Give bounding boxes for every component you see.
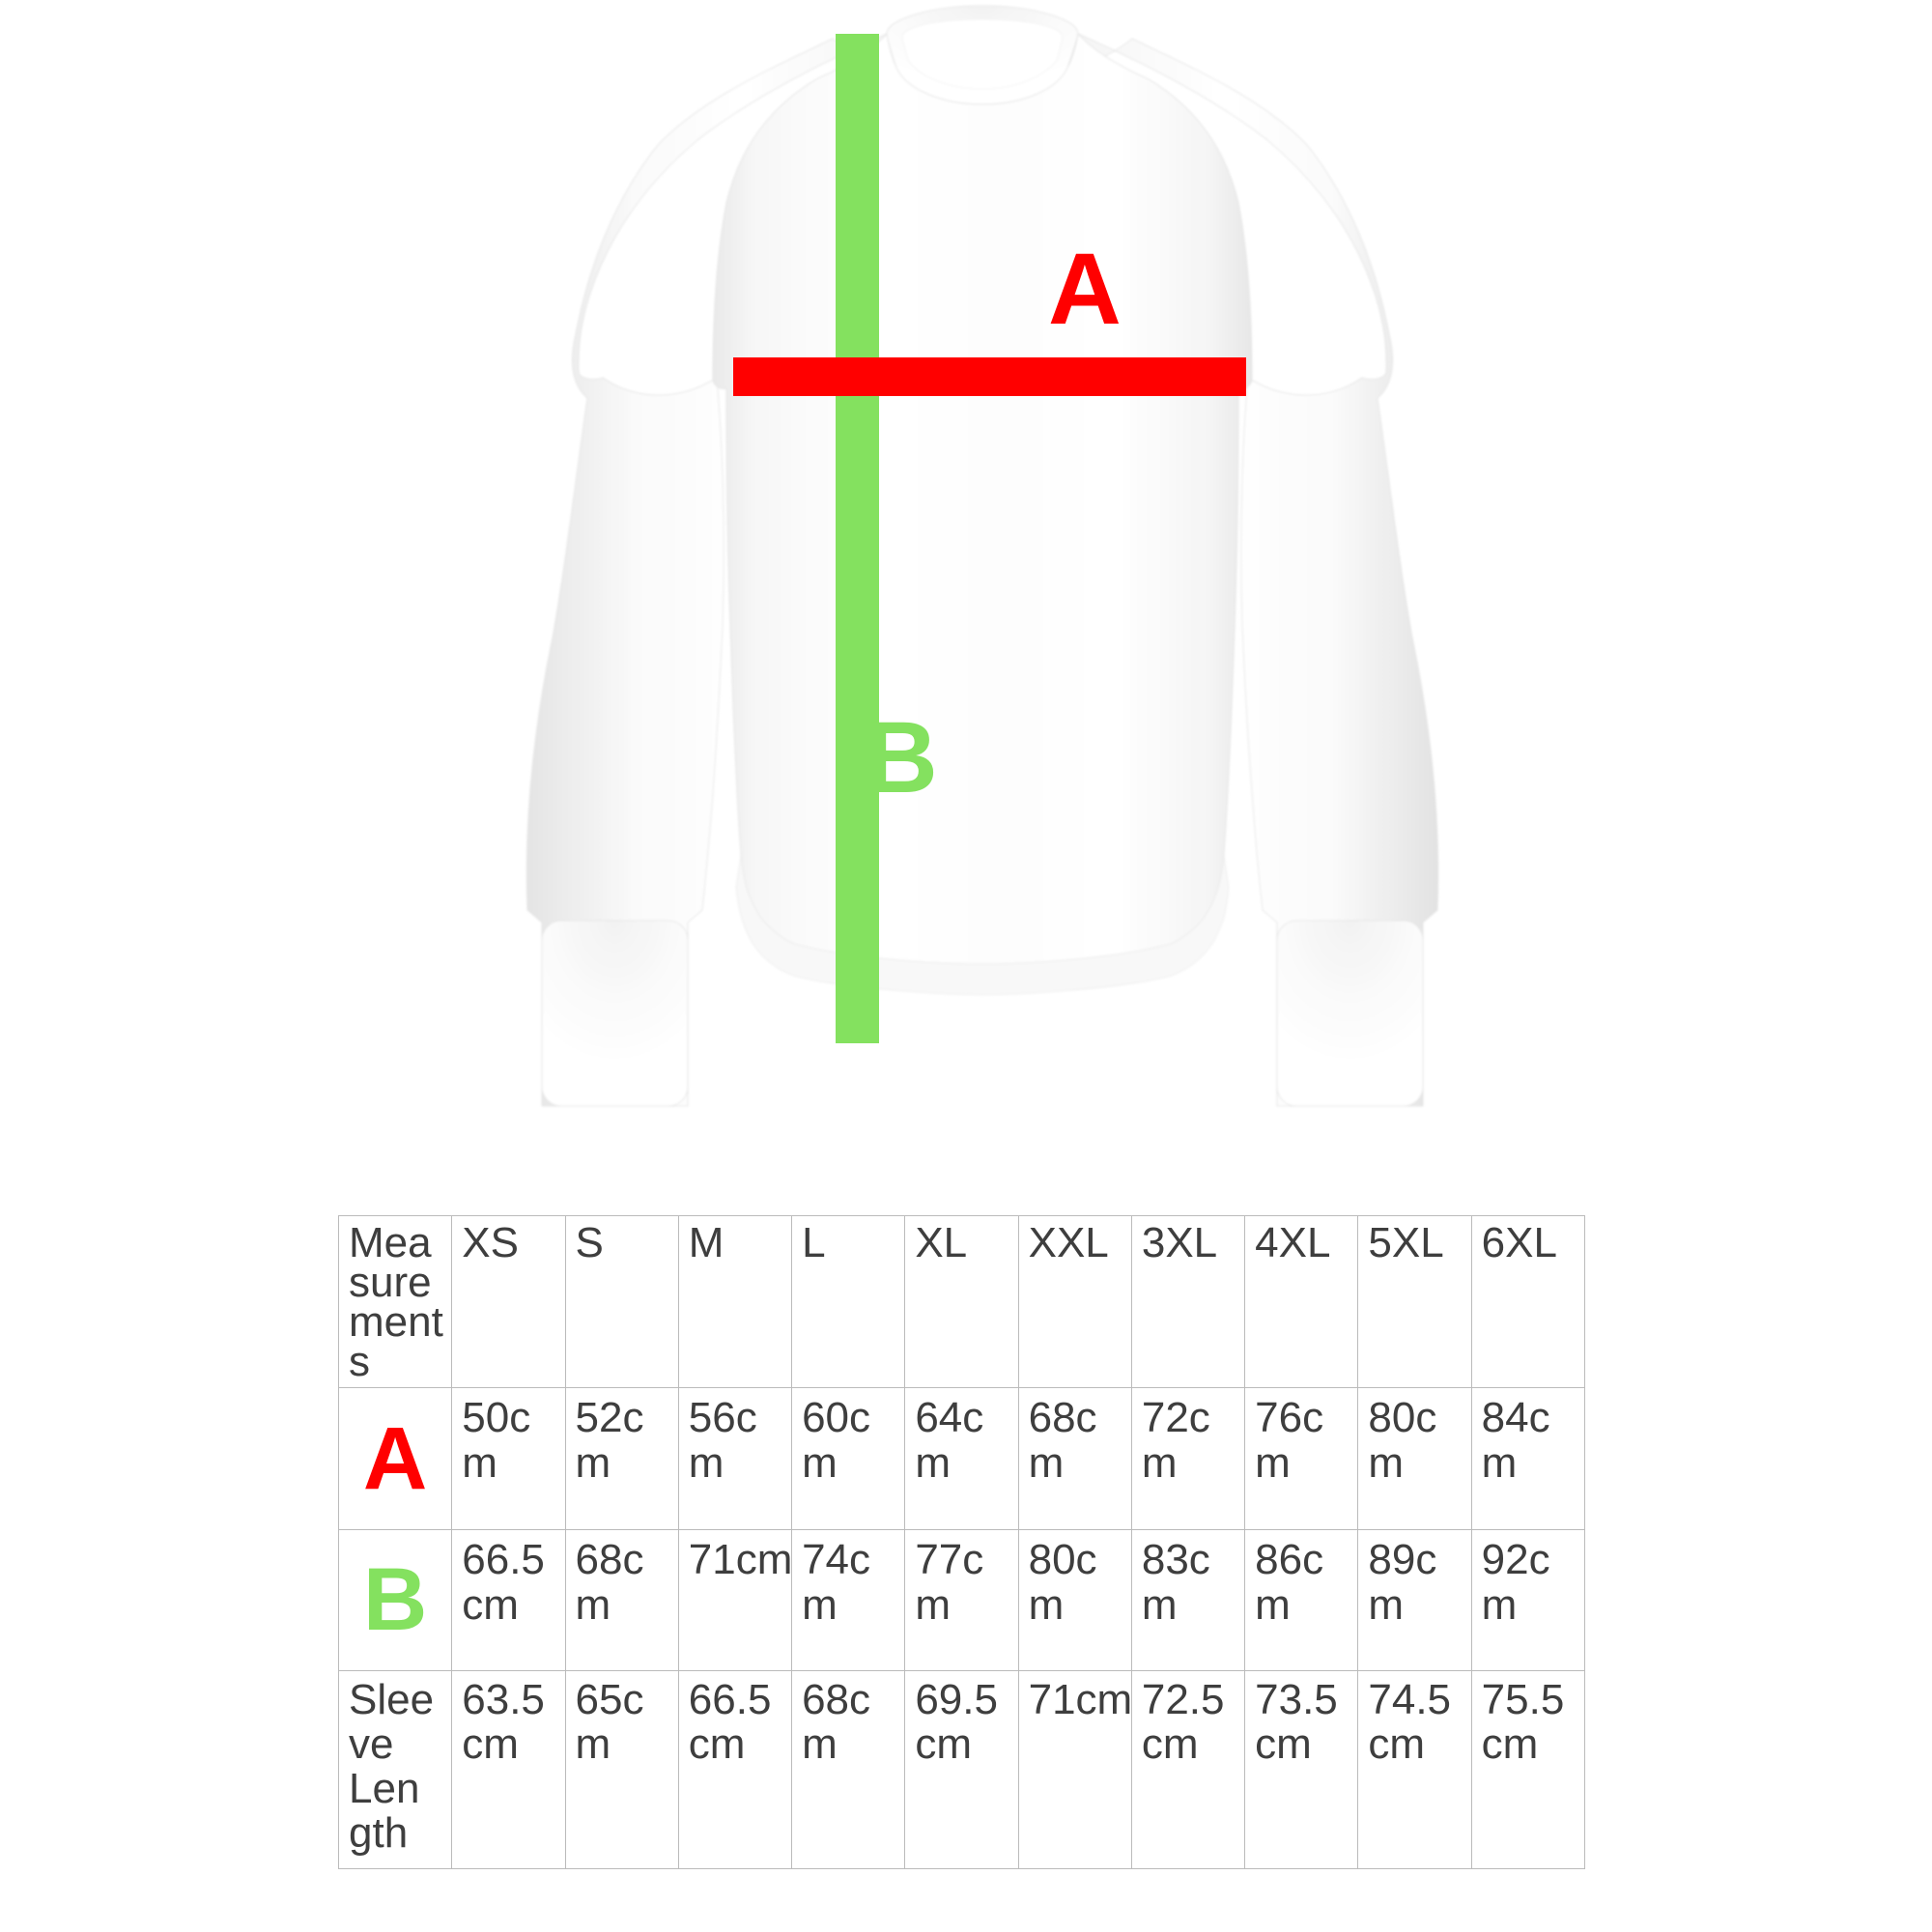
svg-text:B: B xyxy=(865,701,938,814)
svg-text:A: A xyxy=(1048,233,1122,346)
